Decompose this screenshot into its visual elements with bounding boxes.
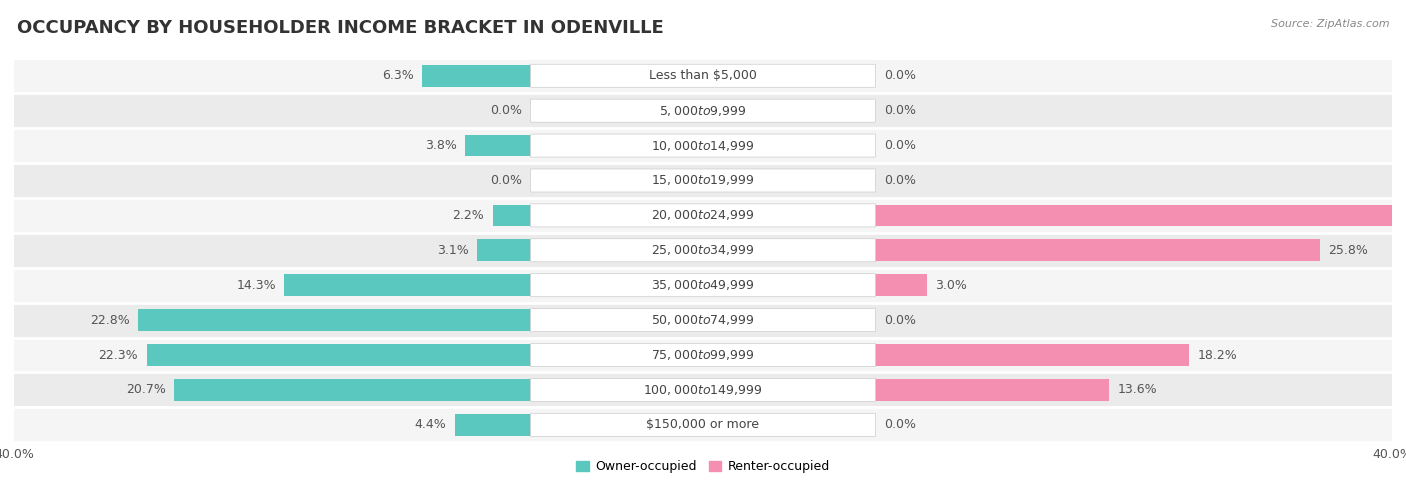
Text: 0.0%: 0.0% (491, 104, 522, 117)
Text: 0.0%: 0.0% (884, 69, 915, 82)
FancyBboxPatch shape (530, 64, 876, 87)
FancyBboxPatch shape (530, 344, 876, 366)
Text: 22.8%: 22.8% (90, 313, 129, 327)
Bar (14, 372, 1392, 407)
Text: 4.4%: 4.4% (415, 418, 446, 431)
Text: 0.0%: 0.0% (491, 174, 522, 187)
Bar (875, 379, 1109, 401)
Bar (875, 275, 927, 296)
Text: $50,000 to $74,999: $50,000 to $74,999 (651, 313, 755, 327)
Text: 25.8%: 25.8% (1329, 244, 1368, 257)
Bar (456, 414, 531, 435)
Text: 2.2%: 2.2% (453, 209, 484, 222)
Text: 0.0%: 0.0% (884, 104, 915, 117)
Bar (14, 338, 1392, 372)
FancyBboxPatch shape (530, 309, 876, 331)
Bar (284, 275, 531, 296)
FancyBboxPatch shape (530, 239, 876, 262)
Text: Source: ZipAtlas.com: Source: ZipAtlas.com (1271, 19, 1389, 30)
FancyBboxPatch shape (530, 413, 876, 436)
Text: 3.1%: 3.1% (437, 244, 468, 257)
Bar (494, 205, 531, 226)
Text: OCCUPANCY BY HOUSEHOLDER INCOME BRACKET IN ODENVILLE: OCCUPANCY BY HOUSEHOLDER INCOME BRACKET … (17, 19, 664, 37)
FancyBboxPatch shape (530, 379, 876, 401)
Text: $25,000 to $34,999: $25,000 to $34,999 (651, 243, 755, 257)
Bar (422, 65, 531, 87)
Text: 22.3%: 22.3% (98, 348, 138, 362)
Text: 0.0%: 0.0% (884, 313, 915, 327)
Bar (14, 407, 1392, 442)
FancyBboxPatch shape (530, 99, 876, 122)
Bar (478, 240, 531, 261)
Text: $35,000 to $49,999: $35,000 to $49,999 (651, 278, 755, 292)
Bar (14, 58, 1392, 93)
Text: 0.0%: 0.0% (884, 174, 915, 187)
Bar (14, 198, 1392, 233)
Bar (14, 303, 1392, 338)
Bar (14, 233, 1392, 268)
Text: 0.0%: 0.0% (884, 139, 915, 152)
Text: 3.0%: 3.0% (935, 278, 967, 292)
Bar (138, 309, 531, 331)
Bar (875, 344, 1188, 366)
Text: $100,000 to $149,999: $100,000 to $149,999 (644, 383, 762, 397)
Legend: Owner-occupied, Renter-occupied: Owner-occupied, Renter-occupied (571, 455, 835, 478)
Bar (465, 135, 531, 156)
Text: 6.3%: 6.3% (382, 69, 413, 82)
Text: 18.2%: 18.2% (1198, 348, 1237, 362)
Text: $10,000 to $14,999: $10,000 to $14,999 (651, 139, 755, 153)
Bar (14, 163, 1392, 198)
Text: 20.7%: 20.7% (125, 383, 166, 397)
Bar (174, 379, 531, 401)
Text: 0.0%: 0.0% (884, 418, 915, 431)
Text: $75,000 to $99,999: $75,000 to $99,999 (651, 348, 755, 362)
Text: $5,000 to $9,999: $5,000 to $9,999 (659, 104, 747, 118)
Bar (14, 93, 1392, 128)
FancyBboxPatch shape (530, 204, 876, 227)
Text: 14.3%: 14.3% (236, 278, 276, 292)
Text: 13.6%: 13.6% (1118, 383, 1157, 397)
Text: $150,000 or more: $150,000 or more (647, 418, 759, 431)
Bar (875, 205, 1406, 226)
Text: $20,000 to $24,999: $20,000 to $24,999 (651, 208, 755, 223)
Text: $15,000 to $19,999: $15,000 to $19,999 (651, 174, 755, 188)
Text: Less than $5,000: Less than $5,000 (650, 69, 756, 82)
FancyBboxPatch shape (530, 169, 876, 192)
Bar (146, 344, 531, 366)
Bar (14, 268, 1392, 303)
Bar (875, 240, 1320, 261)
Bar (14, 128, 1392, 163)
FancyBboxPatch shape (530, 274, 876, 297)
Text: 3.8%: 3.8% (425, 139, 457, 152)
FancyBboxPatch shape (530, 134, 876, 157)
